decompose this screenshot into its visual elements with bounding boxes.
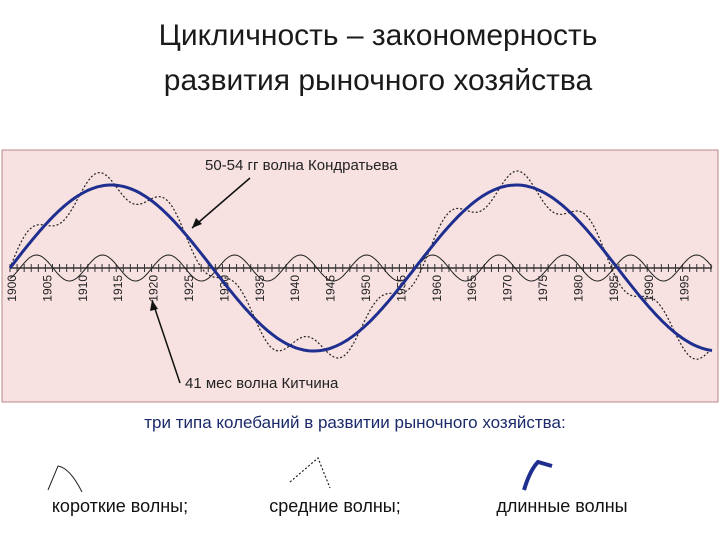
- year-labels: 1900 1905 1910 1915 1920 1925 1930 1935 1940 1945…: [5, 275, 692, 302]
- ticks: [9, 264, 712, 272]
- year-label: 1905: [40, 275, 54, 302]
- year-label: 1990: [642, 275, 656, 302]
- year-label: 1975: [536, 275, 550, 302]
- year-label: 1960: [430, 275, 444, 302]
- year-label: 1910: [76, 275, 90, 302]
- legend-icon-long: [522, 459, 553, 491]
- year-label: 1935: [253, 275, 267, 302]
- year-label: 1950: [359, 275, 373, 302]
- year-label: 1980: [571, 275, 585, 302]
- legend-label: короткие волны;: [52, 496, 188, 516]
- legend-icon-medium: [289, 456, 331, 489]
- year-label: 1930: [217, 275, 231, 302]
- kondratiev-label: 50-54 гг волна Кондратьева: [205, 157, 398, 174]
- caption: три типа колебаний в развитии рыночного …: [144, 413, 565, 432]
- year-label: 1945: [324, 275, 338, 302]
- diagram-panel: [1, 149, 719, 403]
- year-label: 1970: [501, 275, 515, 302]
- arrow: [151, 299, 181, 384]
- year-label: 1985: [607, 275, 621, 302]
- title-line: развития рыночного хозяйства: [164, 64, 593, 97]
- legend-icon-short: [47, 465, 83, 493]
- arrow-head: [192, 218, 202, 228]
- short-wave: [9, 254, 713, 282]
- legend-label: длинные волны: [496, 496, 627, 516]
- year-label: 1965: [465, 275, 479, 302]
- year-label: 1925: [182, 275, 196, 302]
- year-label: 1915: [111, 275, 125, 302]
- legend-label: средние волны;: [269, 496, 401, 516]
- year-label: 1940: [288, 275, 302, 302]
- kitchin-label: 41 мес волна Китчина: [185, 375, 339, 392]
- long-wave: [8, 183, 713, 353]
- year-label: 1920: [147, 275, 161, 302]
- arrow: [191, 177, 251, 229]
- title-line: Цикличность – закономерность: [159, 19, 598, 52]
- year-label: 1995: [678, 275, 692, 302]
- arrow-head: [150, 300, 158, 311]
- year-label: 1900: [5, 275, 19, 302]
